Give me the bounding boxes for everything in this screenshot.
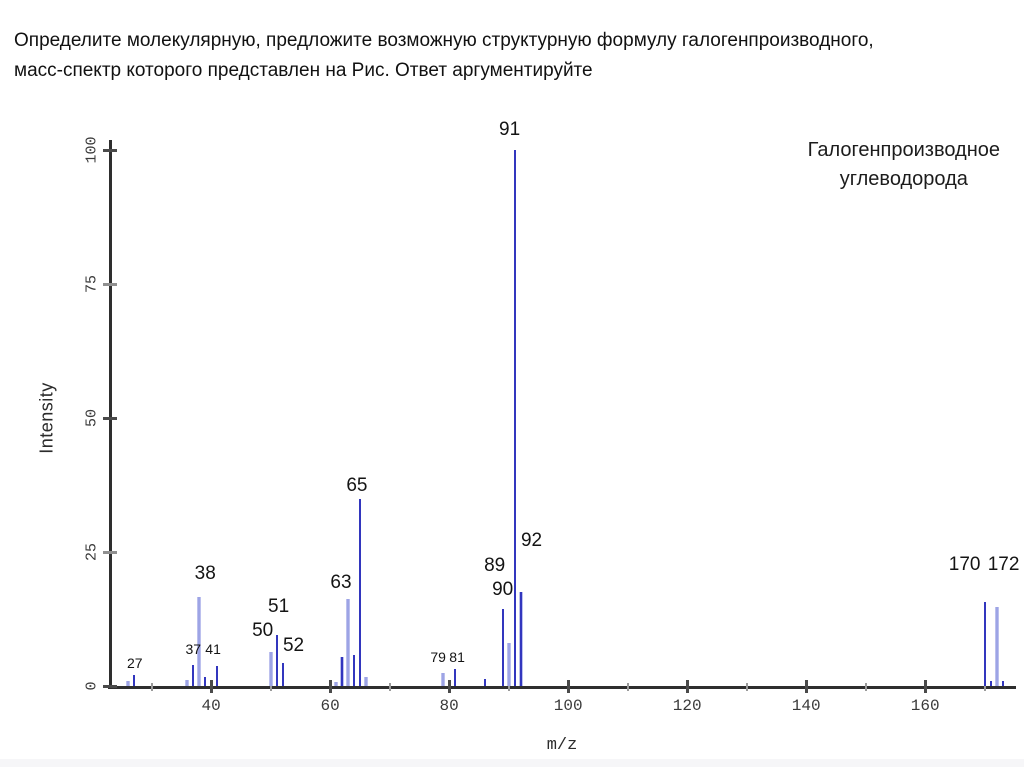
spectrum-bar-86 xyxy=(483,679,486,686)
peak-label-89: 89 xyxy=(484,555,506,576)
x-tick-label-100: 100 xyxy=(553,697,583,715)
y-tick-25 xyxy=(103,550,117,554)
x-tick-40 xyxy=(209,680,213,693)
x-tick-100 xyxy=(566,680,570,693)
x-axis-line xyxy=(108,686,1016,689)
spectrum-bar-173 xyxy=(1001,680,1004,686)
slide-bottom-edge xyxy=(0,759,1024,767)
spectrum-bar-26 xyxy=(125,680,130,686)
spectrum-bar-41 xyxy=(216,666,219,686)
y-tick-0 xyxy=(103,684,117,688)
chart-annotation-line1: Галогенпроизводное xyxy=(807,139,1000,161)
x-minor-tick-70 xyxy=(388,683,391,691)
task-title-line2: масс-спектр которого представлен на Рис.… xyxy=(14,60,593,82)
x-tick-140 xyxy=(804,680,808,693)
chart-annotation: Галогенпроизводное углеводорода xyxy=(808,136,1000,194)
spectrum-bar-81 xyxy=(454,668,457,686)
peak-label-170: 170 xyxy=(948,554,981,575)
peak-label-92: 92 xyxy=(520,530,543,551)
x-minor-tick-110 xyxy=(626,683,629,691)
peak-label-172: 172 xyxy=(987,554,1020,575)
task-title: Определите молекулярную, предложите возм… xyxy=(14,26,1014,87)
task-title-line1: Определите молекулярную, предложите возм… xyxy=(14,30,874,51)
y-tick-label-50: 50 xyxy=(83,408,101,428)
spectrum-bar-51 xyxy=(275,635,278,686)
y-tick-label-75: 75 xyxy=(83,274,101,294)
y-axis-label: Intensity xyxy=(36,382,57,454)
y-tick-100 xyxy=(103,148,117,152)
peak-label-90: 90 xyxy=(492,579,514,600)
spectrum-bar-89 xyxy=(501,608,504,686)
x-tick-label-140: 140 xyxy=(791,697,821,715)
spectrum-bar-65 xyxy=(358,498,361,686)
spectrum-bar-39 xyxy=(204,676,207,686)
peak-label-79: 79 xyxy=(430,649,446,665)
x-tick-120 xyxy=(685,680,689,693)
y-tick-label-25: 25 xyxy=(83,542,101,562)
x-minor-tick-30 xyxy=(150,683,153,691)
x-tick-160 xyxy=(923,680,927,693)
y-tick-label-0: 0 xyxy=(83,681,101,691)
peak-label-52: 52 xyxy=(282,635,305,656)
spectrum-bar-36 xyxy=(185,679,190,686)
spectrum-bar-62-core xyxy=(341,657,344,686)
spectrum-bar-90 xyxy=(506,643,511,686)
spectrum-bar-50 xyxy=(268,652,273,686)
peak-label-50: 50 xyxy=(252,620,274,641)
spectrum-bar-38 xyxy=(197,597,202,686)
peak-label-81: 81 xyxy=(449,649,465,665)
spectrum-bar-52 xyxy=(281,662,284,686)
spectrum-bar-170 xyxy=(983,601,986,686)
spectrum-bar-61 xyxy=(334,681,339,686)
spectrum-bar-171 xyxy=(989,680,992,686)
spectrum-bar-64 xyxy=(352,654,355,686)
x-tick-label-160: 160 xyxy=(910,697,940,715)
x-tick-80 xyxy=(447,680,451,693)
x-minor-tick-130 xyxy=(745,683,748,691)
x-tick-label-40: 40 xyxy=(201,697,221,715)
x-tick-label-80: 80 xyxy=(439,697,459,715)
spectrum-bar-92-core xyxy=(519,592,522,686)
chart-annotation-line2: углеводорода xyxy=(839,168,968,190)
x-minor-tick-90 xyxy=(507,683,510,691)
spectrum-bar-37 xyxy=(192,664,195,686)
peak-label-65: 65 xyxy=(346,475,368,496)
x-tick-60 xyxy=(328,680,332,693)
peak-label-27: 27 xyxy=(127,655,143,671)
peak-label-51: 51 xyxy=(268,596,290,617)
spectrum-bar-27 xyxy=(132,675,135,686)
x-tick-label-120: 120 xyxy=(672,697,702,715)
peak-label-91: 91 xyxy=(499,119,521,140)
peak-label-63: 63 xyxy=(330,572,352,593)
spectrum-bar-79 xyxy=(441,673,446,686)
spectrum-bar-172 xyxy=(994,606,999,686)
x-minor-tick-150 xyxy=(864,683,867,691)
x-minor-tick-50 xyxy=(269,683,272,691)
peak-label-37: 37 xyxy=(185,641,202,657)
x-minor-tick-170 xyxy=(983,683,986,691)
spectrum-bar-63 xyxy=(346,599,350,686)
y-tick-label-100: 100 xyxy=(83,136,101,164)
spectrum-bar-66 xyxy=(363,676,368,686)
peak-label-38: 38 xyxy=(194,563,216,584)
y-axis-line xyxy=(109,140,112,689)
x-axis-label: m/z xyxy=(546,736,578,755)
peak-label-41: 41 xyxy=(205,641,221,657)
y-tick-75 xyxy=(103,282,117,286)
x-tick-label-60: 60 xyxy=(320,697,340,715)
spectrum-bar-91 xyxy=(513,150,516,686)
y-tick-50 xyxy=(103,416,117,420)
